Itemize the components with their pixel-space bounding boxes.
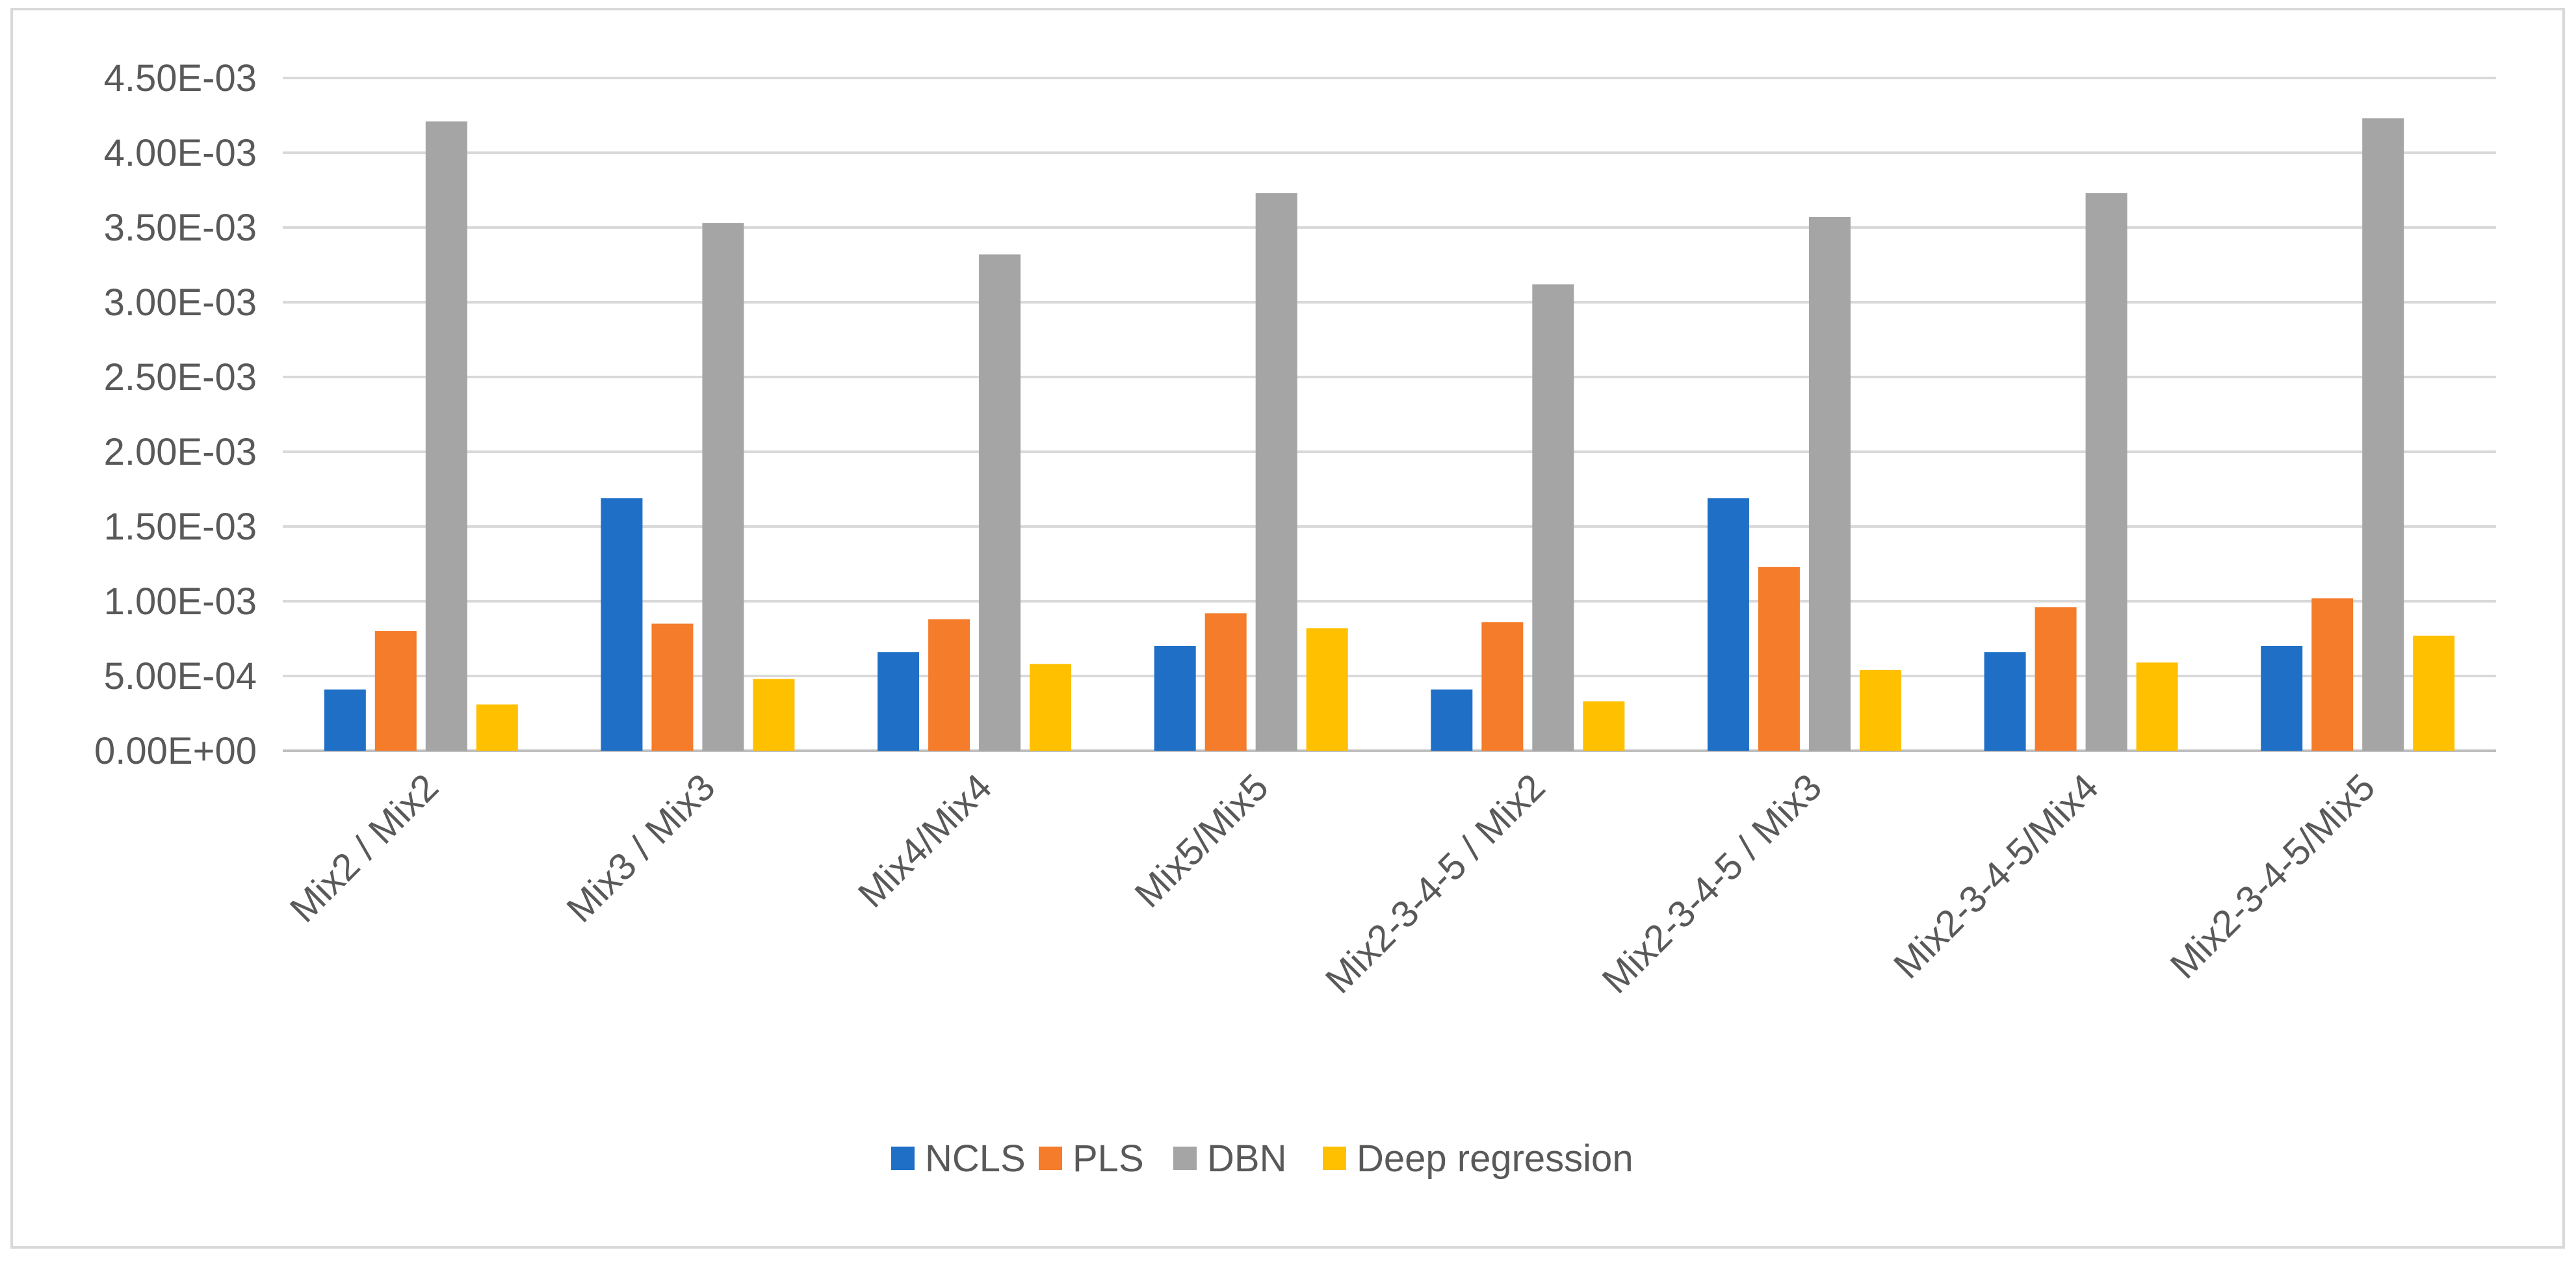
y-tick-label: 1.50E-03 <box>104 506 257 548</box>
bar-ncls-mix2-3-4-5-mix3 <box>1707 498 1749 751</box>
y-tick-label: 4.00E-03 <box>104 132 257 174</box>
bar-dbn-mix2-3-4-5-mix5 <box>2362 118 2404 751</box>
bar-deep-regression-mix5-mix5 <box>1306 628 1348 751</box>
bar-pls-mix2-3-4-5-mix4 <box>2035 607 2077 751</box>
bar-ncls-mix5-mix5 <box>1154 646 1196 751</box>
y-tick-label: 0.00E+00 <box>94 730 257 772</box>
bar-pls-mix5-mix5 <box>1204 613 1247 751</box>
legend-label-pls: PLS <box>1073 1138 1144 1180</box>
bar-ncls-mix2-3-4-5-mix2 <box>1431 689 1473 751</box>
y-tick-label: 3.00E-03 <box>104 281 257 324</box>
bar-deep-regression-mix2-3-4-5-mix3 <box>1859 670 1901 751</box>
bar-pls-mix2-3-4-5-mix2 <box>1481 622 1524 751</box>
bar-dbn-mix4-mix4 <box>979 254 1021 751</box>
legend-swatch-dbn <box>1173 1147 1197 1170</box>
bar-pls-mix2-mix2 <box>374 631 417 751</box>
bar-deep-regression-mix4-mix4 <box>1030 664 1072 751</box>
bar-deep-regression-mix2-3-4-5-mix2 <box>1583 701 1625 751</box>
legend-swatch-ncls <box>891 1147 915 1170</box>
bar-ncls-mix2-mix2 <box>324 689 366 751</box>
bar-dbn-mix2-3-4-5-mix4 <box>2085 193 2127 751</box>
bar-dbn-mix3-mix3 <box>702 223 744 751</box>
bar-ncls-mix2-3-4-5-mix4 <box>1984 652 2026 751</box>
bar-pls-mix4-mix4 <box>928 619 970 751</box>
legend-swatch-pls <box>1039 1147 1062 1170</box>
bar-deep-regression-mix2-3-4-5-mix5 <box>2413 635 2455 751</box>
bars <box>324 118 2455 751</box>
bar-deep-regression-mix2-mix2 <box>476 704 518 751</box>
bar-dbn-mix2-mix2 <box>425 121 467 751</box>
bar-pls-mix3-mix3 <box>651 623 694 751</box>
bar-dbn-mix5-mix5 <box>1255 193 1297 751</box>
bar-ncls-mix4-mix4 <box>878 652 920 751</box>
bar-dbn-mix2-3-4-5-mix2 <box>1532 284 1574 751</box>
legend: NCLS PLS DBN Deep regression <box>891 1138 1633 1180</box>
y-tick-label: 1.00E-03 <box>104 580 257 623</box>
bar-pls-mix2-3-4-5-mix5 <box>2311 598 2354 751</box>
y-tick-label: 2.50E-03 <box>104 356 257 398</box>
bar-dbn-mix2-3-4-5-mix3 <box>1808 216 1851 751</box>
bar-ncls-mix2-3-4-5-mix5 <box>2261 646 2303 751</box>
bar-pls-mix2-3-4-5-mix3 <box>1758 567 1800 751</box>
bar-ncls-mix3-mix3 <box>601 498 643 751</box>
y-tick-label: 2.00E-03 <box>104 431 257 473</box>
bar-deep-regression-mix2-3-4-5-mix4 <box>2136 662 2178 751</box>
y-tick-label: 5.00E-04 <box>104 655 257 697</box>
y-tick-label: 4.50E-03 <box>104 57 257 99</box>
legend-swatch-deep-regression <box>1323 1147 1346 1170</box>
bar-deep-regression-mix3-mix3 <box>753 679 795 751</box>
legend-label-dbn: DBN <box>1207 1138 1286 1180</box>
y-tick-label: 3.50E-03 <box>104 207 257 249</box>
legend-label-deep-regression: Deep regression <box>1357 1138 1633 1180</box>
y-axis-tick-labels: 0.00E+00 5.00E-04 1.00E-03 1.50E-03 2.00E-03… <box>94 57 257 772</box>
legend-label-ncls: NCLS <box>925 1138 1026 1180</box>
